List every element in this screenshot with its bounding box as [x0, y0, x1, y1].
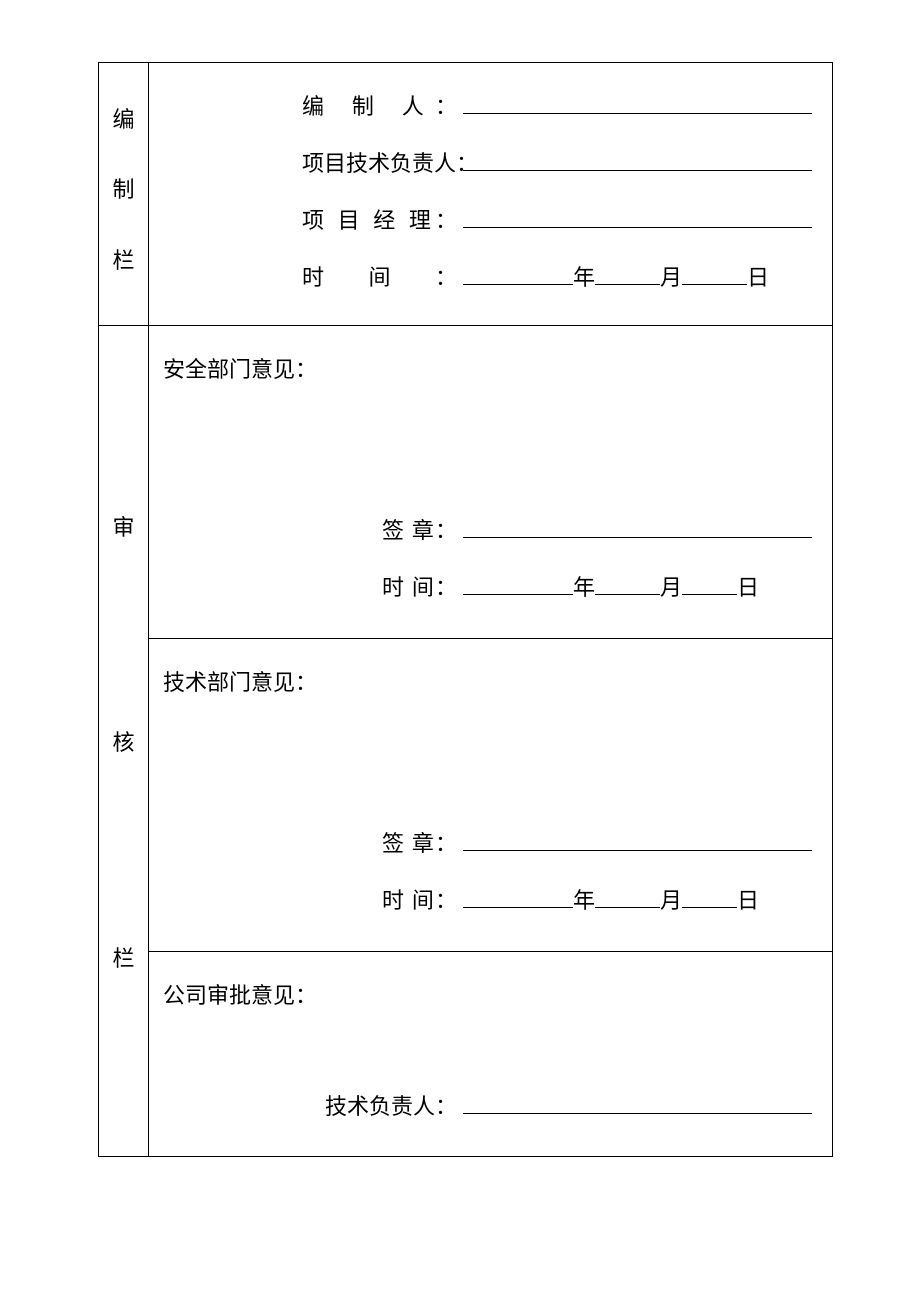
compile-header-char1: 编	[112, 102, 134, 134]
compile-month-label: 月	[660, 265, 682, 290]
review-header-char3: 栏	[112, 941, 134, 973]
compile-time-row: 时间： 年 月 日	[163, 250, 812, 305]
tech-lead-line	[463, 147, 812, 171]
safety-seal-line	[463, 514, 812, 538]
compile-content-cell: 编 制 人： 项目技术负责人： 项 目 经 理： 时间： 年 月 日	[149, 63, 833, 326]
safety-day-line	[682, 571, 737, 595]
tech-day-line	[682, 884, 737, 908]
tech-lead-row: 项目技术负责人：	[163, 136, 812, 191]
safety-title: 安全部门意见：	[163, 342, 812, 397]
safety-seal-label: 签 章：	[163, 503, 463, 558]
tech-cell: 技术部门意见： 签 章： 时 间： 年 月 日	[149, 639, 833, 952]
tech-month-line	[595, 884, 660, 908]
tech-seal-label: 签 章：	[163, 816, 463, 871]
compiler-label: 编 制 人：	[163, 79, 463, 134]
compile-header-cell: 编 制 栏	[99, 63, 149, 326]
compile-day-line	[682, 261, 747, 285]
safety-day-label: 日	[737, 575, 759, 600]
review-header-char1: 审	[112, 510, 134, 542]
compile-year-line	[463, 261, 573, 285]
tech-seal-line	[463, 827, 812, 851]
compiler-line	[463, 90, 812, 114]
safety-seal-row: 签 章：	[163, 503, 812, 558]
compile-time-label: 时间：	[163, 250, 463, 305]
tech-title: 技术部门意见：	[163, 655, 812, 710]
safety-year-line	[463, 571, 573, 595]
pm-line	[463, 204, 812, 228]
tech-month-label: 月	[660, 888, 682, 913]
compile-header-char3: 栏	[112, 243, 134, 275]
tech-year-line	[463, 884, 573, 908]
company-cell: 公司审批意见： 技术负责人：	[149, 952, 833, 1157]
tech-lead-label: 项目技术负责人：	[163, 136, 463, 191]
tech-time-label: 时 间：	[163, 873, 463, 928]
company-tech-lead-line	[463, 1090, 812, 1114]
approval-form-table: 编 制 栏 编 制 人： 项目技术负责人： 项 目 经 理： 时间： 年月日	[98, 62, 833, 1157]
tech-day-label: 日	[737, 888, 759, 913]
safety-time-label: 时 间：	[163, 560, 463, 615]
company-title: 公司审批意见：	[163, 968, 812, 1023]
safety-time-row: 时 间： 年 月 日	[163, 560, 812, 615]
safety-year-label: 年	[573, 575, 595, 600]
safety-month-line	[595, 571, 660, 595]
review-header-char2: 核	[112, 725, 134, 757]
tech-seal-row: 签 章：	[163, 816, 812, 871]
pm-label: 项 目 经 理：	[163, 193, 463, 248]
company-tech-lead-label: 技术负责人：	[163, 1079, 463, 1134]
compile-day-label: 日	[747, 265, 769, 290]
compile-header-char2: 制	[112, 172, 134, 204]
safety-cell: 安全部门意见： 签 章： 时 间： 年 月 日	[149, 326, 833, 639]
tech-year-label: 年	[573, 888, 595, 913]
compiler-row: 编 制 人：	[163, 79, 812, 134]
safety-month-label: 月	[660, 575, 682, 600]
review-header-cell: 审 核 栏	[99, 326, 149, 1157]
pm-row: 项 目 经 理：	[163, 193, 812, 248]
company-tech-lead-row: 技术负责人：	[163, 1079, 812, 1134]
tech-time-row: 时 间： 年 月 日	[163, 873, 812, 928]
compile-year-label: 年	[573, 265, 595, 290]
compile-month-line	[595, 261, 660, 285]
